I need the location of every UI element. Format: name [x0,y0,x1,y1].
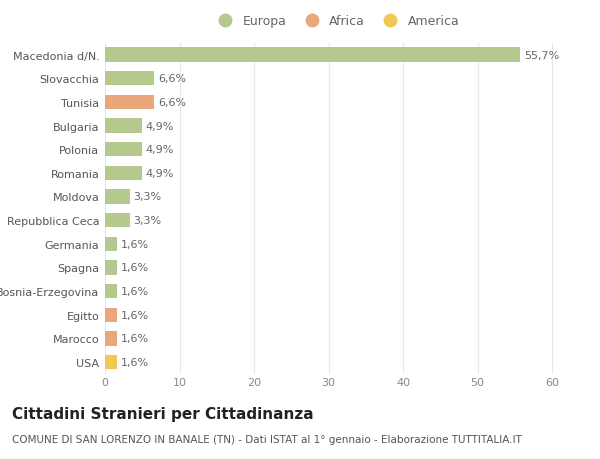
Text: 1,6%: 1,6% [121,357,149,367]
Bar [105,190,130,204]
Bar [105,119,142,133]
Bar [105,355,117,369]
Bar [105,143,142,157]
Text: 4,9%: 4,9% [145,168,173,179]
Bar [105,285,117,298]
Bar [105,308,117,322]
Legend: Europa, Africa, America: Europa, Africa, America [210,13,462,31]
Bar [105,237,117,252]
Text: 55,7%: 55,7% [524,50,559,61]
Text: 6,6%: 6,6% [158,74,186,84]
Text: 1,6%: 1,6% [121,310,149,320]
Bar [105,261,117,275]
Bar [105,72,154,86]
Text: 6,6%: 6,6% [158,98,186,107]
Text: COMUNE DI SAN LORENZO IN BANALE (TN) - Dati ISTAT al 1° gennaio - Elaborazione T: COMUNE DI SAN LORENZO IN BANALE (TN) - D… [12,434,522,444]
Text: 1,6%: 1,6% [121,263,149,273]
Bar [105,48,520,62]
Text: 3,3%: 3,3% [133,192,161,202]
Text: 1,6%: 1,6% [121,239,149,249]
Bar [105,213,130,228]
Text: 4,9%: 4,9% [145,121,173,131]
Text: Cittadini Stranieri per Cittadinanza: Cittadini Stranieri per Cittadinanza [12,406,314,421]
Text: 4,9%: 4,9% [145,145,173,155]
Bar [105,166,142,180]
Text: 1,6%: 1,6% [121,286,149,297]
Bar [105,331,117,346]
Bar [105,95,154,110]
Text: 1,6%: 1,6% [121,334,149,344]
Text: 3,3%: 3,3% [133,216,161,226]
